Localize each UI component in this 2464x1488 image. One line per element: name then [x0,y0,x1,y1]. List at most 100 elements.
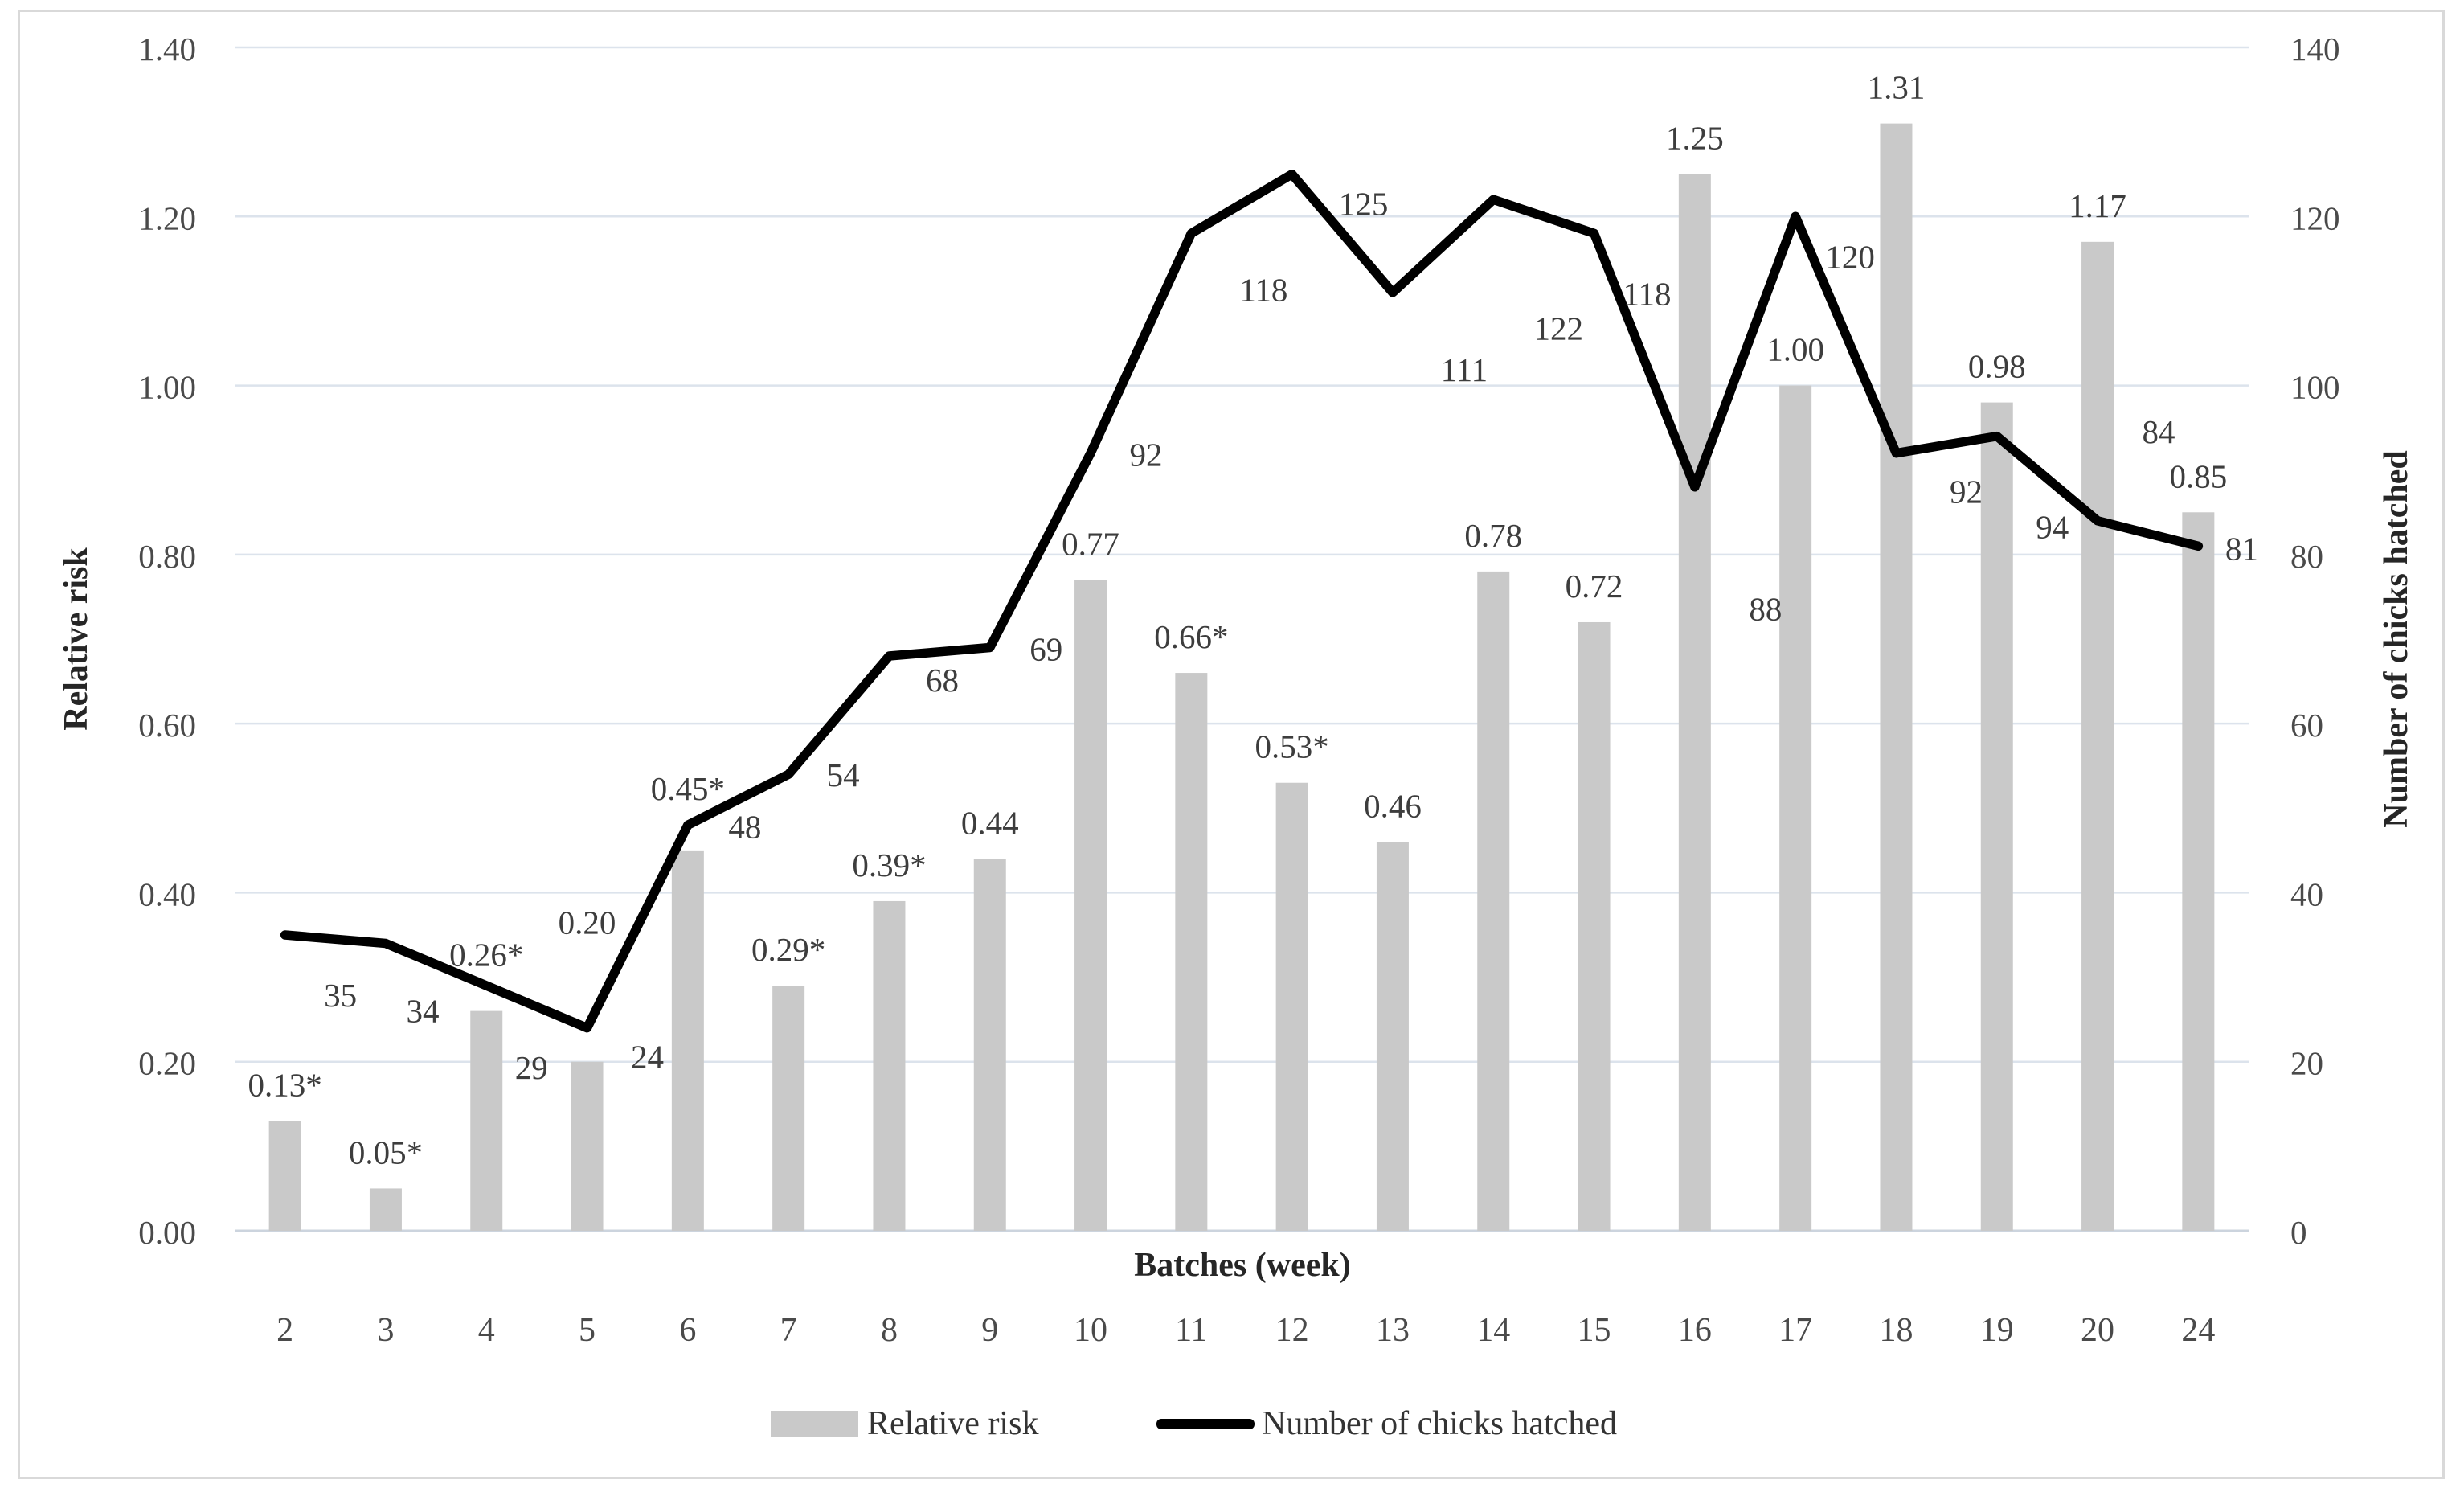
bar [973,859,1006,1231]
y-axis-tick-right: 40 [2290,875,2323,912]
y-axis-tick-left: 0.00 [138,1214,196,1251]
line-data-label: 68 [926,662,959,699]
line-data-label: 81 [2225,530,2258,567]
bar [671,850,704,1231]
x-axis-tick: 11 [1175,1312,1207,1349]
bar-data-label: 0.26* [449,937,523,974]
y-axis-tick-right: 120 [2290,199,2340,236]
legend-item-relative-risk: Relative risk [771,1403,1038,1445]
line-swatch-icon [1156,1418,1255,1429]
line-data-label: 94 [2036,509,2069,546]
bar [1980,402,2013,1232]
bar-data-label: 0.05* [349,1133,423,1170]
bar [1074,580,1107,1231]
bar-data-label: 0.72 [1566,568,1623,605]
line-data-label: 48 [728,808,761,845]
bar-data-label: 1.31 [1868,69,1926,106]
bar-data-label: 0.98 [1968,348,2026,385]
x-axis-tick: 3 [377,1312,394,1349]
y-axis-tick-right: 0 [2290,1214,2307,1251]
x-axis-tick: 15 [1578,1312,1611,1349]
y-axis-tick-left: 1.00 [138,369,196,406]
line-data-label: 118 [1239,271,1287,308]
bar [2081,241,2114,1231]
bar [1578,621,1611,1231]
bar-swatch-icon [771,1411,858,1437]
line-data-label: 92 [1950,473,1983,510]
y-axis-tick-right: 100 [2290,369,2340,406]
x-axis-tick: 10 [1074,1312,1107,1349]
bar-data-label: 1.25 [1666,120,1724,157]
bar [1275,782,1308,1231]
line-data-label: 88 [1749,591,1782,628]
x-axis-tick: 5 [579,1312,596,1349]
bar-data-label: 1.00 [1766,331,1824,368]
x-axis-tick: 9 [981,1312,998,1349]
legend-item-chicks-hatched: Number of chicks hatched [1156,1403,1617,1445]
series-line [280,169,2204,1033]
line-data-label: 69 [1029,631,1062,668]
line-data-label: 92 [1130,437,1163,473]
bar [470,1010,503,1231]
legend-label: Number of chicks hatched [1262,1405,1618,1442]
x-axis-tick: 19 [1980,1312,2014,1349]
x-axis-tick: 6 [679,1312,696,1349]
bar [1678,174,1711,1232]
line-data-label: 34 [406,993,439,1030]
bar-data-label: 0.77 [1062,525,1119,562]
bar [1175,673,1208,1231]
bar [571,1061,604,1231]
bar-data-label: 0.78 [1464,517,1522,554]
x-axis-tick: 17 [1778,1312,1812,1349]
bar [1880,123,1913,1232]
x-axis-tick: 12 [1275,1312,1309,1349]
bar [1376,842,1409,1231]
bar [268,1121,301,1231]
x-axis-tick: 16 [1678,1312,1712,1349]
line-data-label: 84 [2143,413,2175,450]
bar-data-label: 1.17 [2069,187,2126,224]
line-data-label: 54 [827,756,860,793]
y-axis-tick-left: 0.20 [138,1045,196,1082]
bar [369,1188,402,1231]
bar [1477,571,1510,1231]
bar-data-label: 0.29* [751,931,825,968]
bar [873,900,906,1231]
x-axis-tick: 2 [276,1312,293,1349]
bar-data-label: 0.39* [852,846,926,883]
chart-frame [18,10,2445,1479]
bar-data-label: 0.20 [559,904,616,941]
y-axis-title-right: Number of chicks hatched [2378,450,2415,828]
bar [1779,385,1812,1232]
bar-data-label: 0.45* [651,770,725,807]
y-axis-tick-left: 1.40 [138,31,196,68]
bar-data-label: 0.13* [248,1066,322,1103]
y-axis-tick-right: 20 [2290,1045,2323,1082]
line-data-label: 111 [1441,351,1488,388]
x-axis-title: Batches (week) [1134,1247,1351,1284]
line-data-label: 120 [1825,238,1875,275]
y-axis-tick-left: 0.80 [138,538,196,575]
x-axis-tick: 18 [1879,1312,1913,1349]
line-data-label: 125 [1339,186,1389,223]
bar-data-label: 0.46 [1364,787,1422,824]
y-axis-title-left: Relative risk [58,547,95,731]
legend-label: Relative risk [867,1405,1039,1442]
y-axis-tick-right: 60 [2290,707,2323,744]
y-axis-tick-left: 0.40 [138,875,196,912]
x-axis-tick: 7 [780,1312,797,1349]
y-axis-tick-left: 1.20 [138,199,196,236]
x-axis-tick: 20 [2081,1312,2114,1349]
y-axis-tick-right: 80 [2290,538,2323,575]
x-axis-tick: 8 [881,1312,898,1349]
bar-data-label: 0.44 [961,804,1019,841]
line-data-label: 24 [631,1039,664,1076]
bar [2182,512,2215,1231]
bar-data-label: 0.53* [1255,728,1329,765]
line-data-label: 29 [515,1049,548,1086]
line-data-label: 118 [1623,275,1672,312]
x-axis-tick: 13 [1376,1312,1410,1349]
y-axis-tick-left: 0.60 [138,707,196,744]
x-axis-tick: 24 [2181,1312,2215,1349]
